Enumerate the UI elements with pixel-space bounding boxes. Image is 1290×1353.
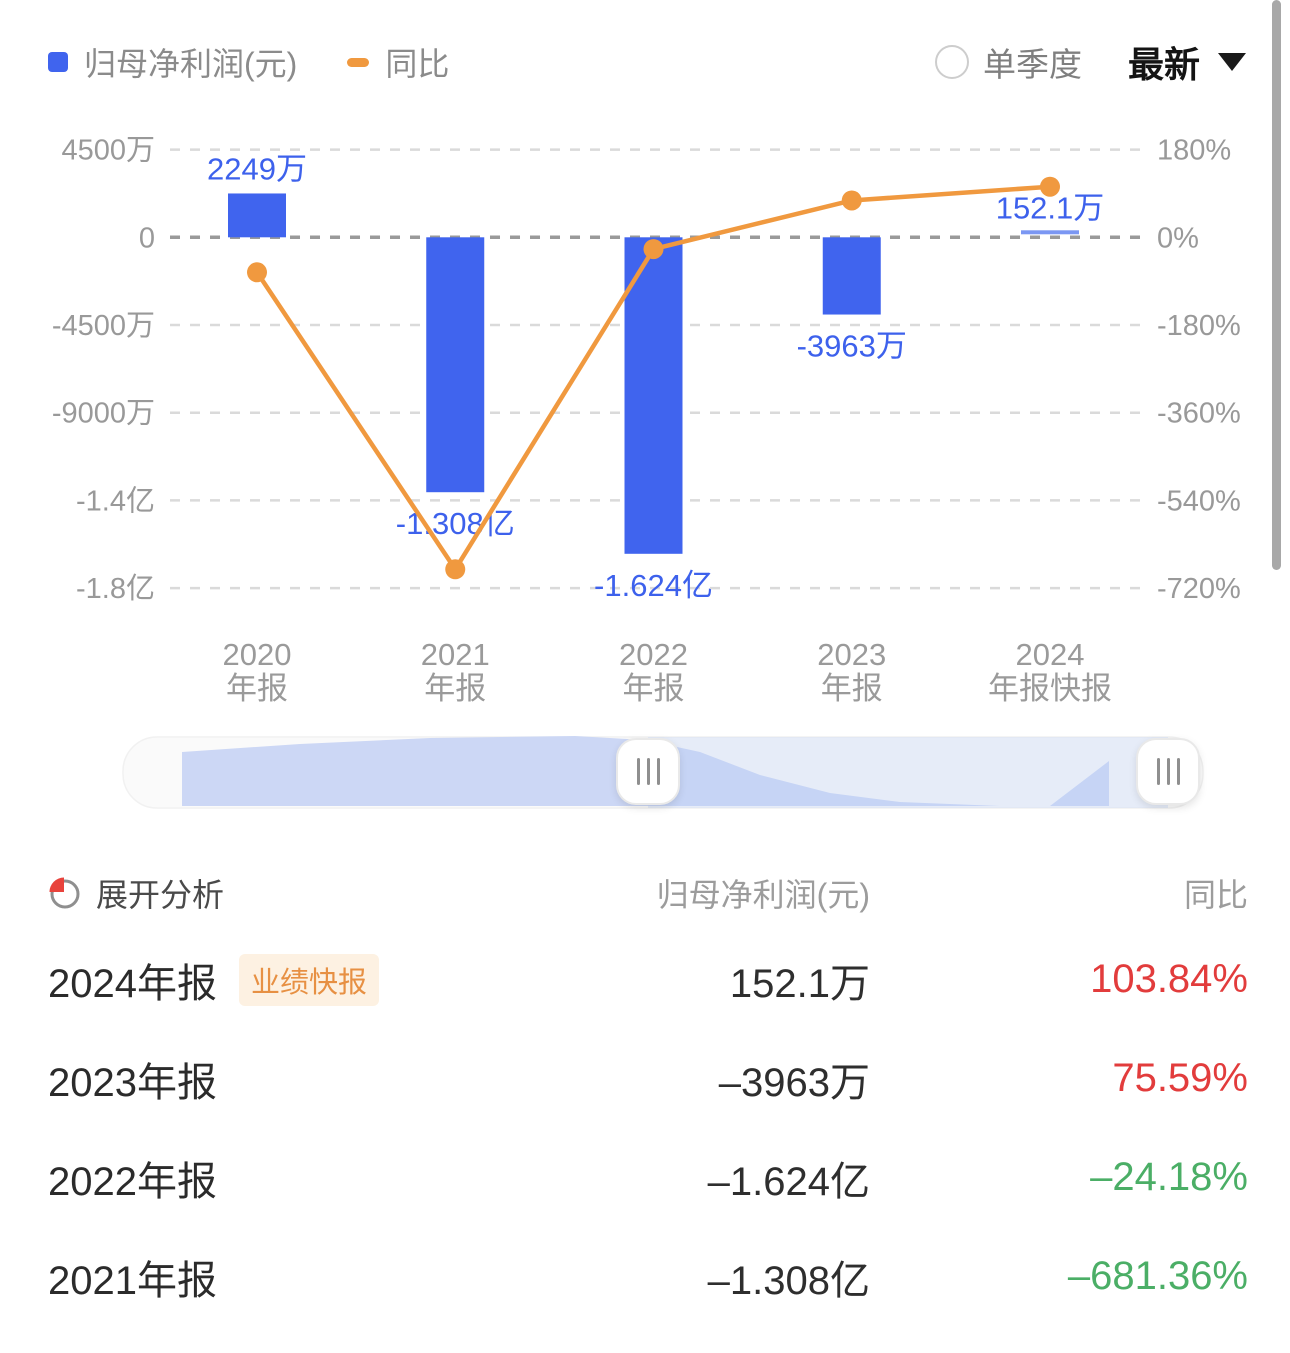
table-row: 2023年报 –3963万 75.59% <box>48 1029 1248 1128</box>
table-row: 2022年报 –1.624亿 –24.18% <box>48 1128 1248 1227</box>
x-axis-label-period[interactable]: 年报 <box>623 671 685 706</box>
row-yoy: –681.36% <box>1067 1254 1248 1298</box>
earnings-table: 展开分析 归母净利润(元) 同比 2024年报 业绩快报 152.1万 103.84%… <box>48 856 1248 1326</box>
table-row: 2021年报 –1.308亿 –681.36% <box>48 1227 1248 1326</box>
bar-value-label: 2249万 <box>207 151 307 186</box>
datazoom-right-handle[interactable] <box>1136 738 1200 805</box>
right-axis-tick: -720% <box>1157 573 1241 605</box>
datazoom-window[interactable] <box>648 737 1168 808</box>
yoy-point-2020[interactable] <box>247 262 267 283</box>
bar-2023[interactable] <box>822 237 881 315</box>
right-axis-tick: -360% <box>1157 398 1241 430</box>
yoy-point-2021[interactable] <box>445 559 466 580</box>
x-axis-label-year[interactable]: 2022 <box>619 637 688 672</box>
left-axis-tick: 0 <box>139 222 155 254</box>
left-axis-tick: -4500万 <box>52 310 155 342</box>
profit-legend-swatch <box>48 52 68 72</box>
expand-analysis-button[interactable]: 展开分析 <box>48 870 448 916</box>
report-badge: 业绩快报 <box>238 953 379 1006</box>
x-axis-label-year[interactable]: 2020 <box>223 637 292 672</box>
legend-yoy[interactable]: 同比 <box>347 39 449 85</box>
single-quarter-radio[interactable] <box>934 45 969 79</box>
x-axis-label-period[interactable]: 年报快报 <box>988 671 1112 706</box>
bar-value-label: -3963万 <box>797 329 907 364</box>
left-axis-tick: -1.8亿 <box>76 572 155 605</box>
row-yoy: –24.18% <box>1090 1155 1248 1199</box>
bar-2024[interactable] <box>1021 230 1079 235</box>
row-period: 2021年报 <box>48 1258 217 1303</box>
left-axis-tick: -9000万 <box>52 398 155 430</box>
table-header: 展开分析 归母净利润(元) 同比 <box>48 856 1248 930</box>
row-profit: –1.308亿 <box>707 1258 870 1303</box>
bar-value-label: -1.624亿 <box>594 568 713 603</box>
table-rows: 2024年报 业绩快报 152.1万 103.84% 2023年报 –3963万 75.59… <box>48 930 1248 1326</box>
caret-down-icon <box>1218 53 1246 71</box>
bar-2020[interactable] <box>228 193 286 238</box>
pie-chart-icon <box>49 877 80 909</box>
x-axis-label-period[interactable]: 年报 <box>226 671 288 706</box>
right-axis-tick: 0% <box>1157 222 1199 254</box>
bar-2021[interactable] <box>426 237 485 493</box>
chart-controls: 单季度 最新 <box>934 36 1246 88</box>
legend-row: 归母净利润(元) 同比 单季度 最新 <box>48 36 1246 88</box>
x-axis-label-period[interactable]: 年报 <box>424 671 486 706</box>
column-header-yoy: 同比 <box>1183 877 1248 913</box>
x-axis-label-year[interactable]: 2021 <box>421 637 490 672</box>
column-header-profit: 归母净利润(元) <box>656 877 870 913</box>
period-dropdown-value: 最新 <box>1127 44 1200 85</box>
row-yoy: 75.59% <box>1112 1056 1248 1100</box>
row-profit: –1.624亿 <box>707 1159 870 1204</box>
row-yoy: 103.84% <box>1090 957 1248 1001</box>
yoy-point-2024[interactable] <box>1040 176 1060 197</box>
row-period: 2024年报 <box>48 961 217 1006</box>
datazoom-slider[interactable] <box>0 736 1290 810</box>
datazoom-left-handle[interactable] <box>616 738 680 805</box>
period-dropdown[interactable]: 最新 <box>1128 36 1246 88</box>
profit-yoy-chart: 4500万 180% 0 0% -4500万 -180% -9000万 -360% -1.4亿 -… <box>52 135 1241 706</box>
single-quarter-label[interactable]: 单季度 <box>982 46 1082 83</box>
bar-2022[interactable] <box>624 237 683 554</box>
table-row: 2024年报 业绩快报 152.1万 103.84% <box>48 930 1248 1029</box>
yoy-point-2022[interactable] <box>643 239 664 260</box>
scrollbar-thumb[interactable] <box>1272 0 1281 570</box>
right-axis-tick: -180% <box>1157 310 1241 342</box>
x-axis-label-year[interactable]: 2023 <box>817 637 886 672</box>
left-axis-tick: -1.4亿 <box>76 484 155 517</box>
yoy-legend-label: 同比 <box>385 46 450 82</box>
legend-profit[interactable]: 归母净利润(元) <box>48 39 297 85</box>
yoy-point-2023[interactable] <box>841 190 862 211</box>
row-period: 2023年报 <box>48 1060 217 1105</box>
bar-value-label: -1.308亿 <box>396 506 515 541</box>
right-axis-tick: 180% <box>1157 135 1231 167</box>
left-axis-tick: 4500万 <box>61 135 155 167</box>
row-profit: –3963万 <box>718 1060 870 1105</box>
right-axis-tick: -540% <box>1157 485 1241 517</box>
row-profit: 152.1万 <box>729 961 870 1006</box>
yoy-legend-swatch <box>347 57 370 67</box>
x-axis-label-period[interactable]: 年报 <box>821 671 883 706</box>
x-axis-label-year[interactable]: 2024 <box>1016 637 1085 672</box>
expand-analysis-label: 展开分析 <box>96 877 225 913</box>
row-period: 2022年报 <box>48 1159 217 1204</box>
profit-legend-label: 归母净利润(元) <box>84 46 298 82</box>
